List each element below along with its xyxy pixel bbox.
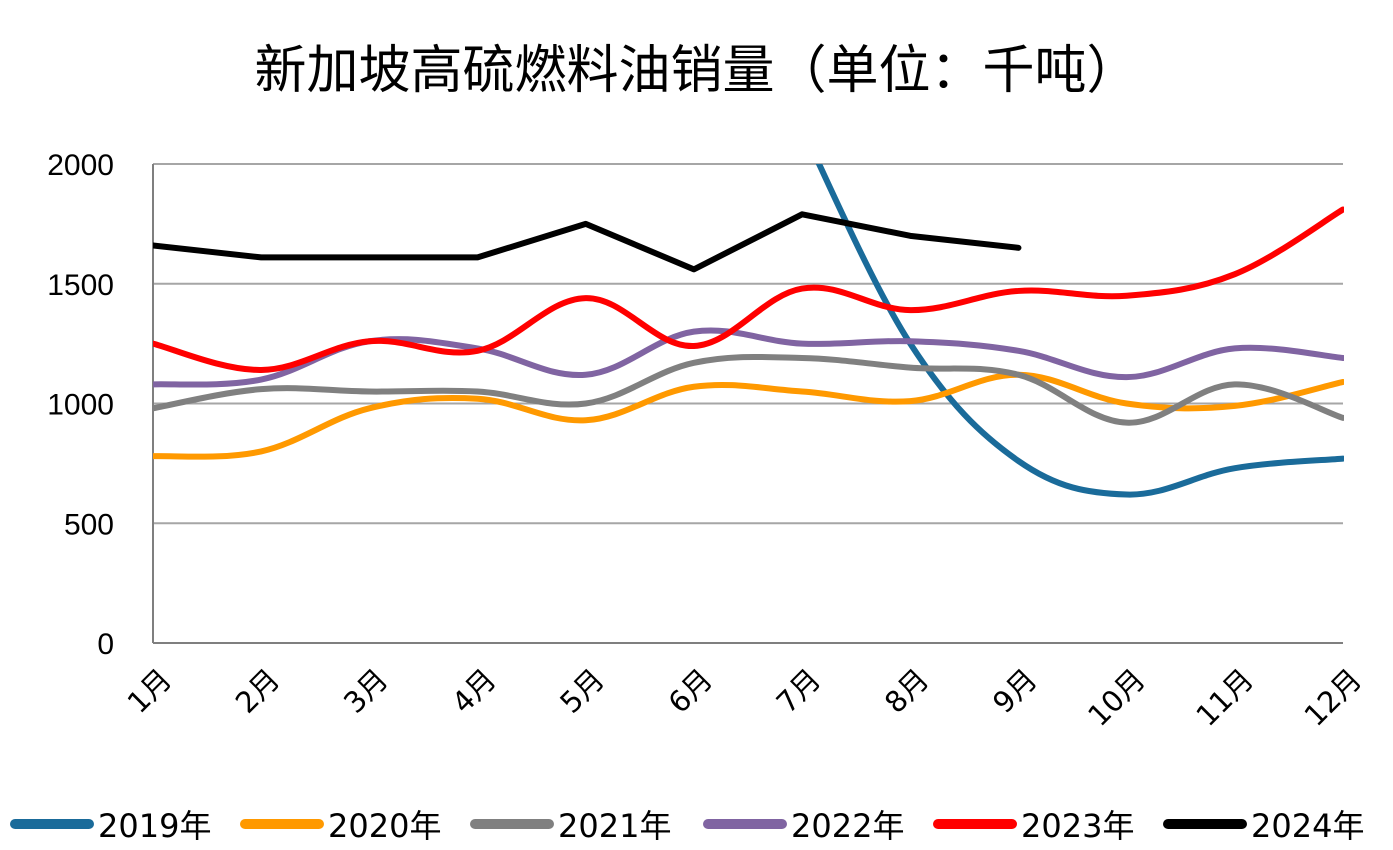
legend-label: 2022年 [791, 807, 905, 845]
legend-item: 2023年 [933, 800, 1134, 848]
legend-label: 2023年 [1021, 807, 1135, 845]
x-tick-label: 9月 [986, 662, 1044, 720]
y-tick-labels: 0 500 1000 1500 2000 [47, 149, 114, 661]
legend: 2019年 2020年 2021年 2022年 2023年 2024年 [0, 800, 1393, 848]
legend-item: 2020年 [240, 800, 441, 848]
y-tick-label: 2000 [47, 149, 114, 182]
legend-label: 2019年 [98, 807, 212, 845]
legend-swatch [470, 819, 554, 829]
y-tick-label: 500 [64, 508, 114, 541]
x-tick-label: 11月 [1189, 662, 1260, 733]
x-tick-label: 7月 [770, 662, 828, 720]
x-tick-labels: 1月 2月 3月 4月 5月 6月 7月 8月 9月 10月 11月 12月 [121, 662, 1369, 733]
x-tick-label: 3月 [337, 662, 395, 720]
legend-swatch [933, 819, 1017, 829]
legend-swatch [240, 819, 324, 829]
x-tick-label: 4月 [445, 662, 503, 720]
legend-swatch [703, 819, 787, 829]
x-tick-label: 12月 [1298, 662, 1369, 733]
legend-item: 2021年 [470, 800, 671, 848]
series-line-2023年 [153, 206, 1344, 373]
series-line-2020年 [153, 371, 1344, 460]
x-tick-label: 1月 [121, 662, 179, 720]
y-tick-label: 0 [97, 628, 114, 661]
y-tick-label: 1000 [47, 389, 114, 422]
legend-item: 2022年 [703, 800, 904, 848]
legend-label: 2020年 [328, 807, 442, 845]
gridlines [153, 163, 1343, 525]
legend-label: 2024年 [1251, 807, 1365, 845]
x-tick-label: 2月 [229, 662, 287, 720]
x-tick-label: 6月 [662, 662, 720, 720]
legend-swatch [10, 819, 94, 829]
series-group [153, 164, 1344, 498]
x-tick-label: 10月 [1081, 662, 1152, 733]
series-line-2021年 [153, 353, 1344, 426]
series-line-2024年 [153, 211, 1022, 273]
legend-swatch [1163, 819, 1247, 829]
legend-item: 2019年 [10, 800, 211, 848]
series-line-2019年 [815, 164, 1344, 498]
legend-item: 2024年 [1163, 800, 1364, 848]
x-tick-label: 5月 [553, 662, 611, 720]
chart-title: 新加坡高硫燃料油销量（单位：千吨） [254, 41, 1139, 101]
line-chart: 0 500 1000 1500 2000 1月 2月 3月 4月 5月 6月 7月 8月 9月 10月 11… [47, 149, 1369, 733]
legend-label: 2021年 [558, 807, 672, 845]
x-tick-label: 8月 [878, 662, 936, 720]
y-tick-label: 1500 [47, 269, 114, 302]
